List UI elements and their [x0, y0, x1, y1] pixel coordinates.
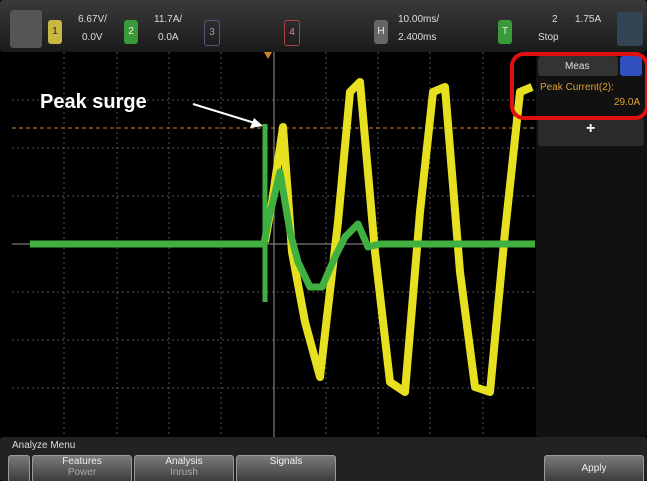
signals-button[interactable]: Signals	[236, 455, 336, 481]
ch2-offset: 0.0A	[158, 32, 179, 43]
trigger-source: 2	[552, 14, 558, 25]
button-label: Apply	[581, 463, 606, 474]
trigger-badge[interactable]: T	[498, 20, 512, 44]
apply-button[interactable]: Apply	[544, 455, 644, 481]
menu-icon[interactable]	[10, 10, 42, 48]
menu-back[interactable]	[8, 455, 30, 481]
ch1-scale: 6.67V/	[78, 14, 107, 25]
button-value: Inrush	[135, 467, 233, 478]
trigger-level: 1.75A	[575, 14, 601, 25]
cursor-icon[interactable]	[617, 12, 643, 46]
ch1-badge[interactable]: 1	[48, 20, 62, 44]
horizontal-scale: 10.00ms/	[398, 14, 439, 25]
button-value: Power	[33, 467, 131, 478]
annotation: Peak surge	[40, 91, 147, 114]
button-label: Analysis	[135, 456, 233, 467]
ch4-badge[interactable]: 4	[284, 20, 300, 46]
oscilloscope-screen: 1 6.67V/ 0.0V 2 11.7A/ 0.0A 3 4 H 10.00m…	[0, 0, 647, 481]
horizontal-delay: 2.400ms	[398, 32, 436, 43]
horizontal-badge[interactable]: H	[374, 20, 388, 44]
ch1-offset: 0.0V	[82, 32, 103, 43]
ch2-badge[interactable]: 2	[124, 20, 138, 44]
top-bar	[0, 0, 647, 52]
menu-title: Analyze Menu	[12, 440, 75, 451]
highlight-ring	[510, 52, 647, 120]
ch2-scale: 11.7A/	[154, 14, 182, 25]
add-meas-label: +	[586, 120, 595, 138]
button-label: Signals	[237, 456, 335, 467]
ch3-badge[interactable]: 3	[204, 20, 220, 46]
button-label: Features	[33, 456, 131, 467]
run-status: Stop	[538, 32, 559, 43]
